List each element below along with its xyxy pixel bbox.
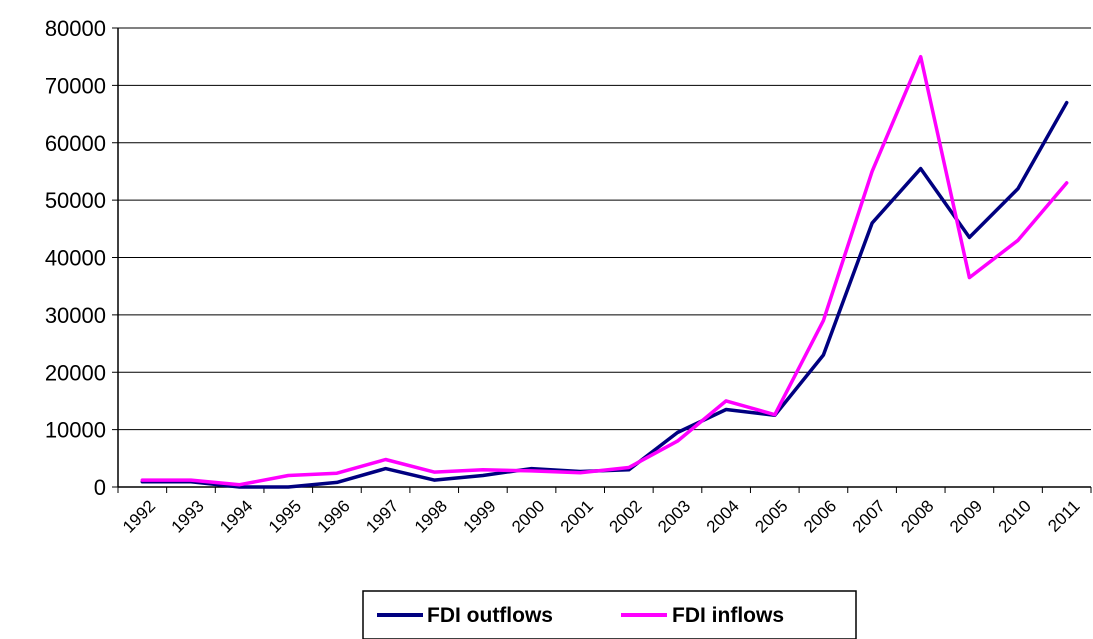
legend-box	[362, 590, 857, 639]
y-tick-label-30000: 30000	[45, 303, 106, 328]
series-lines	[140, 54, 1069, 489]
legend-label-fdi-outflows: FDI outflows	[427, 604, 553, 627]
legend: FDI outflows FDI inflows	[362, 590, 857, 639]
y-tick-label-70000: 70000	[45, 73, 106, 98]
y-tick-label-50000: 50000	[45, 188, 106, 213]
y-axis: 0 10000 20000 30000 40000 50000 60000 70000 8000…	[45, 16, 119, 500]
y-tick-label-40000: 40000	[45, 246, 106, 271]
grid-lines	[118, 27, 1091, 431]
y-tick-label-0: 0	[94, 475, 106, 500]
y-tick-label-80000: 80000	[45, 16, 106, 41]
series-line-fdi-inflows	[140, 54, 1069, 487]
y-tick-label-60000: 60000	[45, 131, 106, 156]
y-tick-label-10000: 10000	[45, 418, 106, 443]
legend-label-fdi-inflows: FDI inflows	[672, 604, 784, 627]
y-tick-label-20000: 20000	[45, 360, 106, 385]
